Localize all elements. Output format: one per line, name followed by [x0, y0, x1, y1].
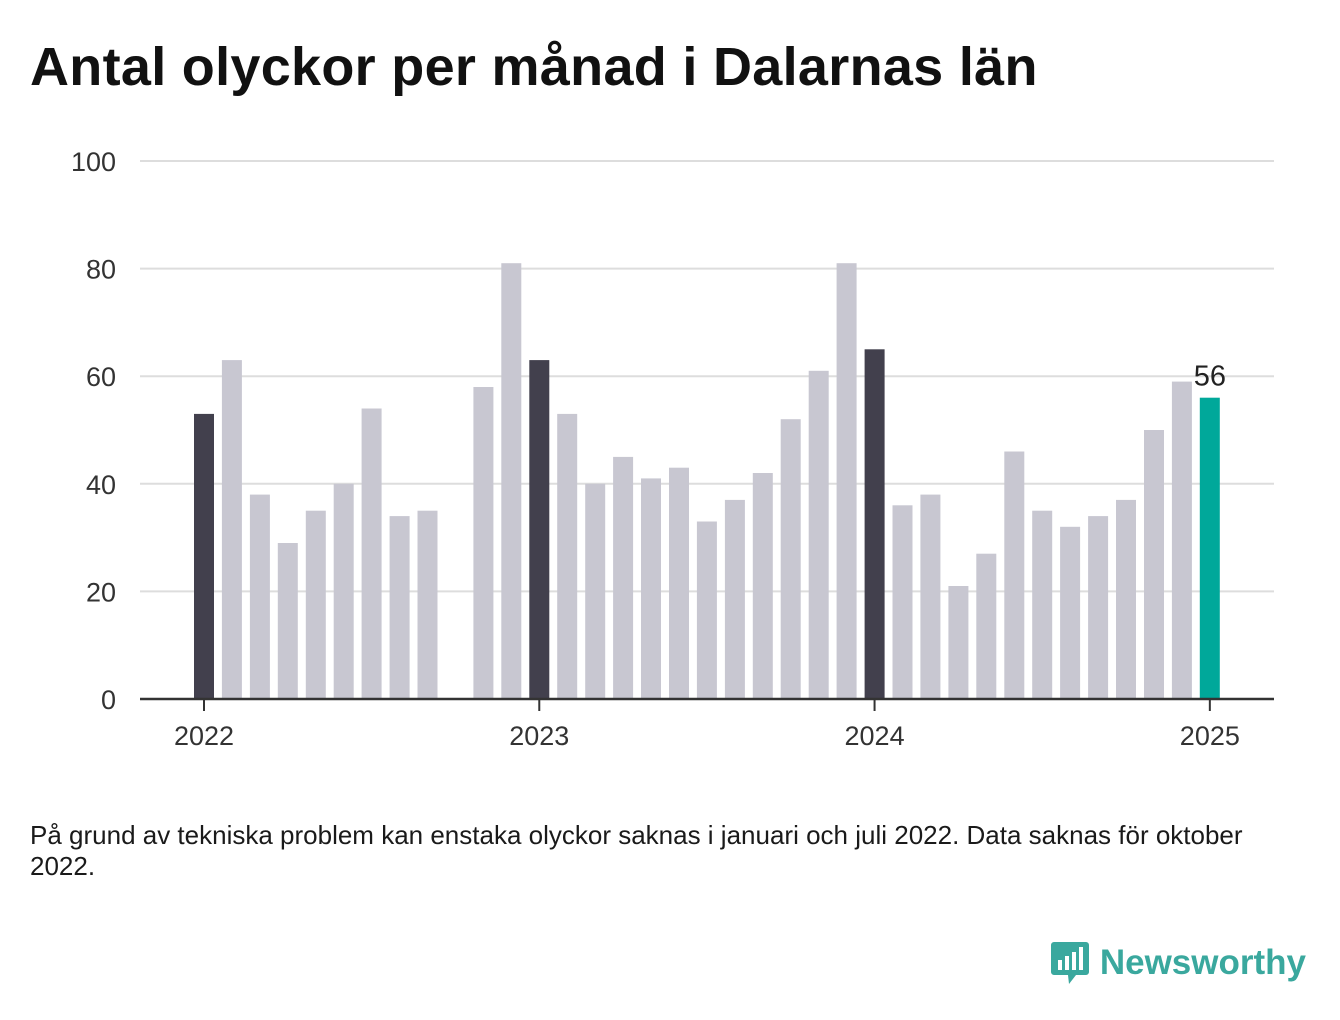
brand-name: Newsworthy — [1099, 943, 1306, 982]
bar-2023-04 — [613, 456, 634, 699]
bar-2022-12 — [501, 263, 522, 699]
x-axis: 2022 2023 2024 2025 — [140, 697, 1274, 751]
y-tick-label: 40 — [86, 470, 116, 500]
y-axis-ticks: 0 20 40 60 80 100 — [71, 147, 116, 715]
x-tick-label: 2024 — [845, 721, 905, 751]
data-labels: 56 — [1194, 361, 1226, 393]
bar-2022-09 — [417, 510, 438, 699]
bar-2024-10 — [1116, 499, 1136, 699]
bar-2024-03 — [920, 494, 941, 699]
bar-2023-03 — [585, 483, 606, 699]
bar-2024-07 — [1032, 510, 1053, 699]
bar-2023-10 — [780, 419, 801, 699]
bar-2023-01 — [529, 360, 550, 699]
y-tick-label: 20 — [86, 577, 116, 607]
brand-logo: Newsworthy — [1050, 940, 1306, 986]
bars — [194, 263, 1220, 699]
bar-2024-11 — [1144, 430, 1164, 699]
bar-2024-06 — [1004, 451, 1025, 699]
bar-2024-05 — [976, 553, 997, 699]
gridlines — [140, 160, 1274, 593]
bar-2024-02 — [892, 505, 913, 699]
y-tick-label: 0 — [101, 685, 116, 715]
y-tick-label: 100 — [71, 147, 116, 177]
chart-title: Antal olyckor per månad i Dalarnas län — [30, 37, 1038, 97]
bar-2024-01 — [864, 349, 885, 699]
bar-2024-04 — [948, 586, 969, 699]
y-tick-label: 80 — [86, 255, 116, 285]
x-tick-label: 2023 — [509, 721, 569, 751]
bar-2023-12 — [836, 263, 857, 699]
bar-2025-01 — [1199, 397, 1220, 699]
y-tick-label: 60 — [86, 362, 116, 392]
bar-2022-04 — [277, 543, 298, 699]
bar-2023-09 — [752, 473, 773, 699]
bar-2022-07 — [361, 408, 382, 699]
footnote: På grund av tekniska problem kan enstaka… — [30, 820, 1243, 881]
bar-2023-05 — [641, 478, 661, 699]
bar-2023-06 — [669, 467, 689, 699]
newsworthy-logo-icon — [1050, 942, 1089, 984]
bar-2024-09 — [1088, 516, 1109, 699]
bar-2022-11 — [473, 387, 494, 699]
bar-2024-08 — [1060, 526, 1081, 699]
x-tick-label: 2025 — [1180, 721, 1240, 751]
bar-2023-08 — [724, 499, 745, 699]
data-label: 56 — [1194, 361, 1226, 393]
bar-2022-01 — [194, 413, 214, 699]
bar-2022-05 — [305, 510, 326, 699]
bar-2023-11 — [808, 370, 829, 699]
bar-2022-03 — [249, 494, 270, 699]
bar-2023-02 — [557, 413, 578, 699]
bar-2022-08 — [389, 516, 410, 699]
bar-2022-06 — [333, 483, 354, 699]
bar-2022-02 — [221, 360, 242, 699]
bar-2024-12 — [1171, 381, 1192, 699]
bar-chart: 0 20 40 60 80 100 2022 2023 2024 2025 56 — [71, 147, 1274, 751]
x-tick-label: 2022 — [174, 721, 234, 751]
bar-2023-07 — [696, 521, 717, 699]
